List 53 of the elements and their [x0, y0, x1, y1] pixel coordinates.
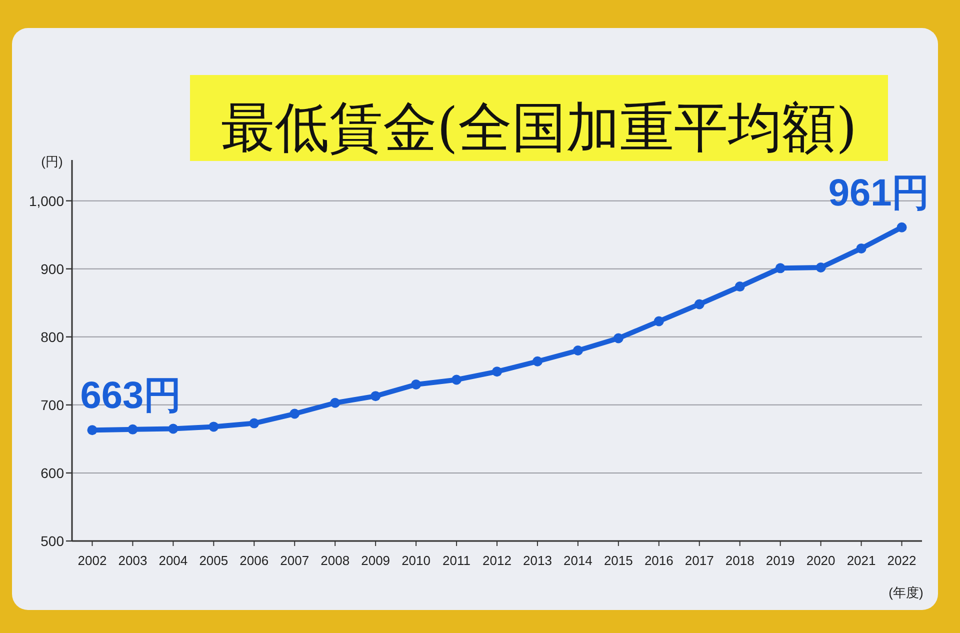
point	[168, 424, 178, 434]
y-tick-label: 900	[40, 260, 64, 277]
x-tick-label: 2011	[442, 553, 471, 568]
x-tick-label: 2004	[158, 553, 188, 568]
x-tick-label: 2013	[523, 553, 552, 568]
x-tick-label: 2020	[806, 553, 836, 568]
point	[411, 380, 422, 390]
annotation: 961円	[828, 172, 930, 214]
y-tick-label: 700	[40, 396, 64, 413]
x-tick-label: 2022	[887, 553, 916, 568]
x-tick-label: 2006	[240, 553, 269, 568]
point	[654, 316, 664, 326]
point	[816, 262, 826, 272]
point	[694, 299, 704, 310]
x-tick-label: 2017	[684, 553, 714, 568]
y-tick-label: 500	[40, 533, 64, 549]
point	[330, 398, 340, 408]
point	[896, 222, 907, 232]
point	[290, 408, 300, 419]
y-tick-label: 800	[40, 328, 64, 345]
point	[734, 282, 745, 292]
x-tick-label: 2019	[766, 553, 795, 568]
x-tick-label: 2008	[320, 553, 350, 568]
chart-title: 最低賃金(全国加重平均額)	[220, 96, 858, 159]
point	[87, 425, 98, 436]
x-tick-label: 2003	[118, 553, 148, 568]
point	[572, 346, 583, 356]
x-tick-label: 2007	[280, 553, 310, 568]
point	[775, 263, 786, 274]
x-tick-label: 2018	[725, 553, 754, 568]
annotation: 663円	[80, 375, 182, 418]
point	[128, 424, 138, 434]
x-tick-label: 2021	[846, 553, 876, 568]
point	[370, 391, 381, 402]
x-tick-label: 2010	[402, 553, 431, 568]
point	[452, 374, 462, 385]
x-tick-label: 2015	[604, 553, 633, 568]
x-axis-title: (年度)	[888, 585, 924, 600]
point	[208, 422, 219, 432]
x-tick-label: 2002	[78, 553, 107, 568]
x-tick-label: 2012	[482, 553, 512, 568]
point	[492, 366, 502, 377]
x-tick-label: 2014	[563, 553, 592, 568]
y-axis-title: (円)	[41, 154, 63, 169]
point	[249, 418, 260, 428]
y-tick-label: 1,000	[28, 192, 64, 209]
x-tick-label: 2009	[361, 553, 390, 568]
x-tick-label: 2005	[199, 553, 228, 568]
point	[613, 333, 624, 344]
y-tick-label: 600	[40, 464, 64, 481]
point	[532, 356, 542, 366]
point	[856, 243, 866, 254]
x-tick-label: 2016	[644, 553, 674, 568]
